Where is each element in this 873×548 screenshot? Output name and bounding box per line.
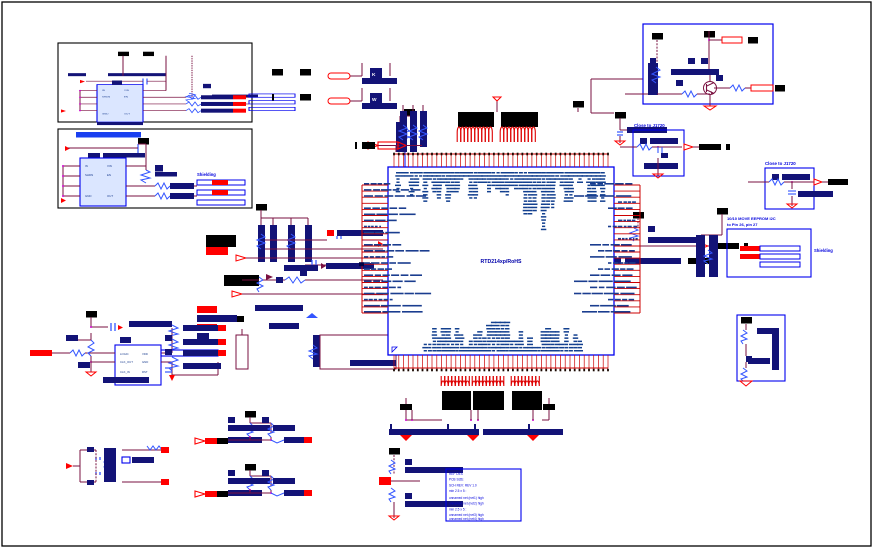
svg-text:VDD: VDD bbox=[142, 352, 148, 356]
svg-text:EN: EN bbox=[124, 96, 128, 98]
svg-text:EN: EN bbox=[107, 173, 111, 177]
svg-text:SHDN: SHDN bbox=[102, 96, 110, 98]
svg-text:10/10 MOVE EEPROM I2C: 10/10 MOVE EEPROM I2C bbox=[727, 216, 776, 221]
svg-text:GND: GND bbox=[102, 113, 109, 115]
svg-text:RTD214xp/RoHS: RTD214xp/RoHS bbox=[481, 259, 522, 265]
svg-text:min 2.5 x 5 :: min 2.5 x 5 : bbox=[449, 508, 466, 512]
svg-text:IN: IN bbox=[85, 164, 88, 168]
svg-text:Close to J1720: Close to J1720 bbox=[765, 161, 796, 166]
svg-text:REF DES: REF DES bbox=[449, 472, 463, 476]
svg-text:OUT: OUT bbox=[124, 113, 131, 115]
svg-text:Shielding: Shielding bbox=[197, 172, 216, 177]
svg-text:unnamed net (net1) high: unnamed net (net1) high bbox=[449, 496, 484, 500]
svg-text:CLK_OUT: CLK_OUT bbox=[120, 360, 133, 364]
svg-text:W: W bbox=[372, 97, 377, 103]
svg-text:SHDN: SHDN bbox=[85, 173, 93, 177]
svg-text:LOGIC: LOGIC bbox=[120, 352, 129, 356]
svg-text:GND: GND bbox=[85, 194, 91, 198]
svg-text:GND: GND bbox=[142, 360, 148, 364]
svg-text:Close to J1720: Close to J1720 bbox=[634, 123, 665, 128]
svg-text:Shielding: Shielding bbox=[814, 248, 833, 253]
svg-text:min 2.5 x 5 :: min 2.5 x 5 : bbox=[449, 489, 466, 493]
svg-text:RST: RST bbox=[142, 370, 148, 374]
svg-text:IN: IN bbox=[102, 90, 105, 92]
svg-text:CLK_IN: CLK_IN bbox=[120, 370, 130, 374]
svg-text:SCH REV: REV 1.0: SCH REV: REV 1.0 bbox=[449, 484, 477, 488]
svg-text:unnamed net (net2) high: unnamed net (net2) high bbox=[449, 502, 484, 506]
svg-text:PCB SIZE: PCB SIZE bbox=[449, 478, 464, 482]
svg-text:VIN: VIN bbox=[107, 164, 112, 168]
svg-text:unnamed net (net4) high: unnamed net (net4) high bbox=[449, 517, 484, 521]
svg-text:to Pin 26, pin 27: to Pin 26, pin 27 bbox=[727, 222, 758, 227]
svg-text:VIN: VIN bbox=[124, 90, 129, 92]
svg-text:OUT: OUT bbox=[107, 194, 113, 198]
svg-text:K: K bbox=[372, 72, 376, 78]
